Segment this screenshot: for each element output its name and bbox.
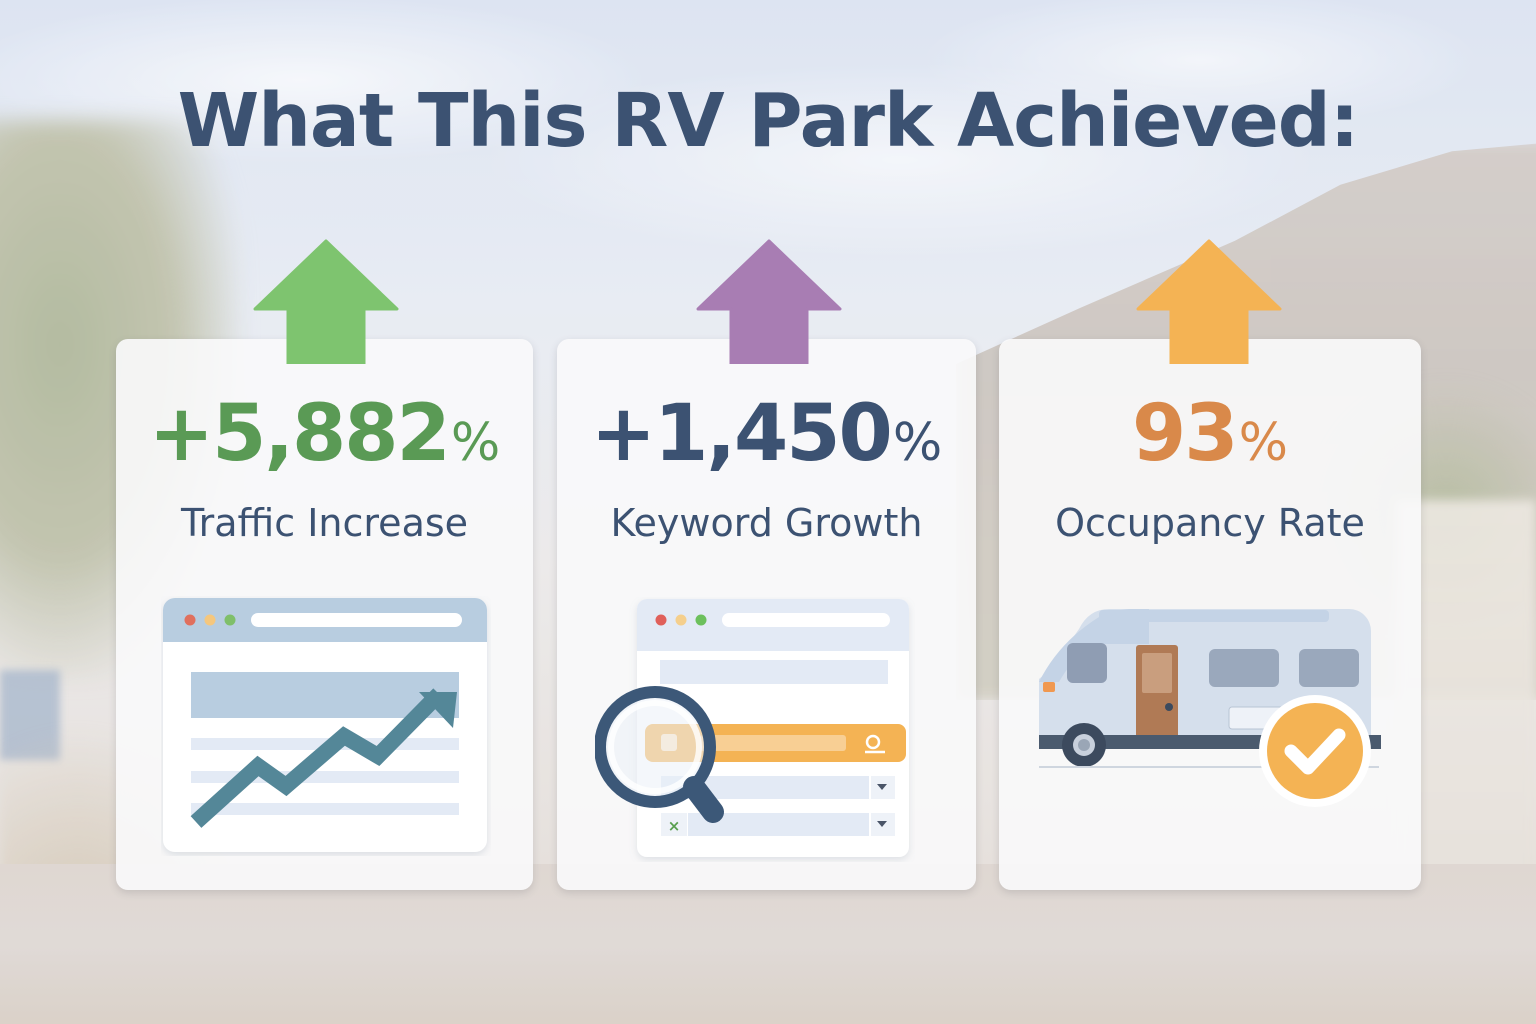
background-road: [0, 864, 1536, 1024]
browser-trend-chart-icon: [163, 598, 487, 852]
stat-card-traffic: +5,882% Traffic Increase: [116, 339, 533, 890]
orange-up-arrow-icon: [1136, 239, 1282, 364]
stat-value: +1,450%: [557, 389, 976, 479]
stat-value: 93%: [999, 389, 1421, 479]
stat-card-keywords: +1,450% Keyword Growth ×: [557, 339, 976, 890]
stat-number: +5,882: [148, 389, 451, 479]
rv-checkmark-icon: [1039, 609, 1381, 807]
stat-label: Occupancy Rate: [1055, 501, 1365, 545]
svg-text:×: ×: [668, 817, 681, 835]
stat-unit: %: [892, 413, 943, 473]
page-title: What This RV Park Achieved:: [177, 78, 1360, 164]
browser-keyword-search-icon: ×: [595, 599, 909, 857]
stat-label: Keyword Growth: [610, 501, 923, 545]
stat-value: +5,882%: [116, 389, 533, 479]
stat-unit: %: [450, 413, 501, 473]
green-up-arrow-icon: [253, 239, 399, 364]
stat-label: Traffic Increase: [180, 501, 469, 545]
purple-up-arrow-icon: [696, 239, 842, 364]
stat-number: +1,450: [590, 389, 893, 479]
stat-number: 93: [1132, 389, 1239, 479]
stat-card-occupancy: 93% Occupancy Rate: [999, 339, 1421, 890]
stat-unit: %: [1238, 413, 1288, 473]
